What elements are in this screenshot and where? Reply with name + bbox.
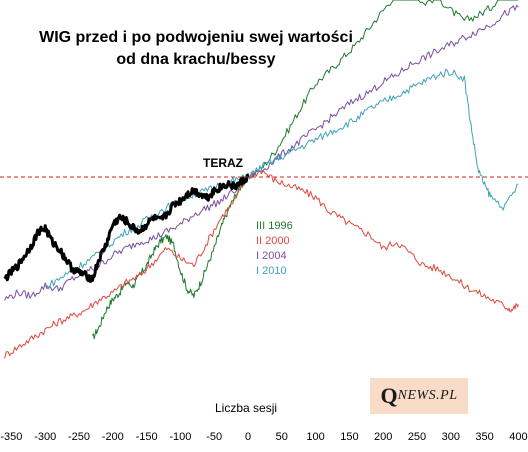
x-tick-label: 300	[442, 431, 460, 443]
x-tick-label: -100	[169, 431, 191, 443]
x-tick-label: -350	[0, 431, 22, 443]
series-line-i-2004	[4, 4, 519, 301]
x-tick-label: 250	[408, 431, 426, 443]
chart-title-line2: od dna krachu/bessy	[116, 51, 275, 68]
x-tick-label: 150	[340, 431, 358, 443]
legend-entry: I 2004	[256, 250, 287, 262]
x-tick-label: 0	[245, 431, 251, 443]
chart-title-line1: WIG przed i po podwojeniu swej wartości	[39, 29, 353, 46]
x-tick-label: -200	[102, 431, 124, 443]
legend-entry: I 2010	[256, 265, 287, 277]
x-tick-label: 100	[306, 431, 324, 443]
x-tick-label: -50	[206, 431, 222, 443]
logo-q: Q	[380, 383, 398, 408]
x-tick-label: 350	[475, 431, 493, 443]
legend-entry: II 2000	[256, 235, 290, 247]
x-tick-label: -250	[68, 431, 90, 443]
legend: III 1996 II 2000 I 2004 I 2010	[256, 220, 293, 277]
x-tick-label: -300	[34, 431, 56, 443]
x-tick-label: 50	[276, 431, 288, 443]
legend-entry: III 1996	[256, 220, 293, 232]
series-line-i-2010	[44, 68, 519, 290]
x-axis-ticks: -350 -300 -250 -200 -150 -100 -50 0 50 100 150 200 2…	[0, 431, 527, 443]
qnews-logo: Q NEWS.PL	[370, 378, 468, 414]
logo-news: NEWS.PL	[397, 388, 458, 403]
x-tick-label: 400	[509, 431, 527, 443]
teraz-label: TERAZ	[203, 156, 243, 170]
x-tick-label: -150	[136, 431, 158, 443]
x-tick-label: 200	[374, 431, 392, 443]
x-axis-label: Liczba sesji	[215, 401, 277, 415]
series-line-wig	[3, 173, 250, 283]
